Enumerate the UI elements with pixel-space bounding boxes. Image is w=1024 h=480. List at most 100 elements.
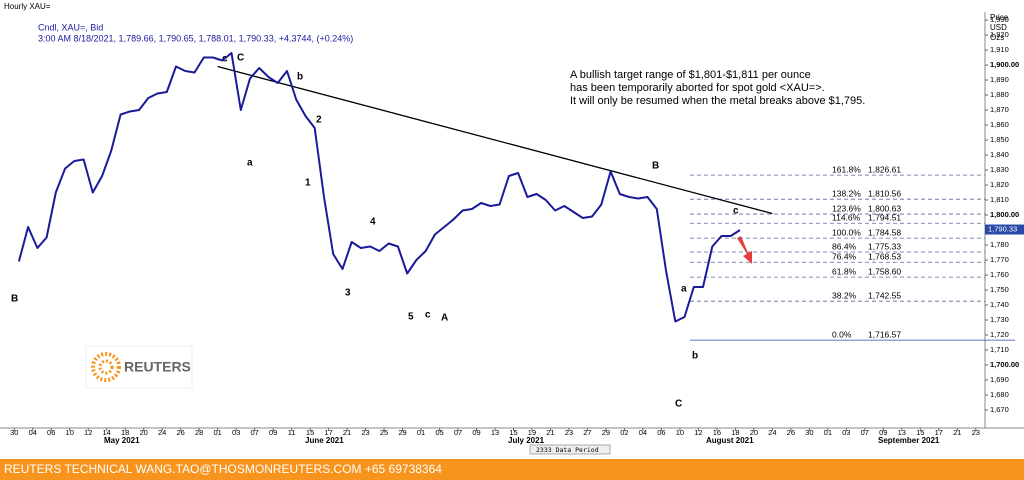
month-label: September 2021 (878, 436, 940, 445)
note: It will only be resumed when the metal b… (570, 95, 865, 107)
fib-value: 1,775.33 (868, 241, 901, 251)
x-tick-label: 09 (269, 428, 277, 437)
x-tick-label: 27 (583, 428, 591, 437)
x-tick-label: 06 (657, 428, 665, 437)
x-tick-label: 01 (824, 428, 832, 437)
fib-value: 1,826.61 (868, 164, 901, 174)
x-tick-label: 12 (84, 428, 92, 437)
x-tick-label: 16 (713, 428, 721, 437)
note: has been temporarily aborted for spot go… (570, 82, 825, 94)
x-tick-label: 04 (29, 428, 37, 437)
x-tick-label: 26 (176, 428, 184, 437)
data-period: 2333 Data Period (536, 446, 599, 454)
x-tick-label: 03 (842, 428, 850, 437)
y-tick-label: 1,770 (990, 255, 1009, 264)
logo-text: REUTERS (124, 359, 191, 375)
y-tick-label: 1,740 (990, 300, 1009, 309)
fib-label: 114.6% (832, 213, 861, 223)
fib-value: 1,810.56 (868, 188, 901, 198)
x-tick-label: 24 (768, 428, 776, 437)
y-tick-label: 1,810 (990, 195, 1009, 204)
logo-box (85, 345, 193, 389)
x-tick-label: 07 (861, 428, 869, 437)
wave-label: B (652, 161, 659, 172)
reuters-logo: REUTERS (85, 345, 193, 389)
x-tick-label: 09 (472, 428, 480, 437)
x-tick-label: 19 (528, 428, 536, 437)
x-tick-label: 01 (213, 428, 221, 437)
last-price-label: 1,790.33 (988, 225, 1017, 234)
month-label: August 2021 (706, 436, 754, 445)
x-tick-label: 30 (10, 428, 18, 437)
logo-mark (91, 352, 121, 382)
wave-label: B (11, 294, 18, 305)
wave-label: b (297, 72, 303, 83)
y-axis-label: Ozs (990, 33, 1004, 42)
footer-bar (0, 459, 1024, 480)
fib-label: 161.8% (832, 164, 861, 174)
x-tick-label: 25 (380, 428, 388, 437)
wave-label: C (675, 399, 682, 410)
x-tick-label: 13 (898, 428, 906, 437)
chart-title: Hourly XAU= (4, 2, 51, 11)
y-tick-label: 1,670 (990, 405, 1009, 414)
month-label: July 2021 (508, 436, 545, 445)
y-tick-label: 1,800.00 (990, 210, 1019, 219)
x-tick-label: 01 (417, 428, 425, 437)
y-tick-label: 1,710 (990, 345, 1009, 354)
x-tick-label: 15 (306, 428, 314, 437)
quote: 3:00 AM 8/18/2021, 1,789.66, 1,790.65, 1… (38, 33, 353, 43)
y-tick-label: 1,700.00 (990, 360, 1019, 369)
fib-label: 0.0% (832, 329, 852, 339)
month-label: June 2021 (305, 436, 344, 445)
y-tick-label: 1,920 (990, 30, 1009, 39)
fib-label: 100.0% (832, 227, 861, 237)
y-tick-label: 1,750 (990, 285, 1009, 294)
y-tick-label: 1,720 (990, 330, 1009, 339)
y-tick-label: 1,910 (990, 45, 1009, 54)
x-tick-label: 18 (121, 428, 129, 437)
x-tick-label: 15 (916, 428, 924, 437)
y-tick-label: 1,890 (990, 75, 1009, 84)
x-tick-label: 10 (676, 428, 684, 437)
x-tick-label: 18 (731, 428, 739, 437)
x-tick-label: 07 (250, 428, 258, 437)
wave-label: c (425, 310, 431, 321)
y-tick-label: 1,840 (990, 150, 1009, 159)
wave-label: 5 (408, 312, 414, 323)
x-tick-label: 06 (47, 428, 55, 437)
x-tick-label: 24 (158, 428, 166, 437)
x-tick-label: 20 (750, 428, 758, 437)
x-tick-label: 30 (805, 428, 813, 437)
y-tick-label: 1,930 (990, 15, 1009, 24)
x-tick-label: 29 (602, 428, 610, 437)
fib-value: 1,800.63 (868, 203, 901, 213)
fib-label: 86.4% (832, 241, 857, 251)
note: A bullish target range of $1,801-$1,811 … (570, 69, 811, 81)
y-axis-label: Price (990, 13, 1009, 22)
data-period-box (529, 444, 611, 455)
fib-label: 138.2% (832, 188, 861, 198)
x-tick-label: 11 (288, 428, 296, 437)
fib-value: 1,716.57 (868, 329, 901, 339)
fib-label: 38.2% (832, 290, 857, 300)
wave-label: 3 (345, 288, 351, 299)
x-tick-label: 28 (195, 428, 203, 437)
x-tick-label: 21 (343, 428, 351, 437)
wave-label: 2 (316, 115, 322, 126)
x-tick-label: 21 (546, 428, 554, 437)
x-tick-label: 14 (103, 428, 111, 437)
wave-label: A (441, 313, 448, 324)
y-tick-label: 1,850 (990, 135, 1009, 144)
y-tick-label: 1,680 (990, 390, 1009, 399)
x-tick-label: 26 (787, 428, 795, 437)
x-tick-label: 12 (694, 428, 702, 437)
x-tick-label: 15 (509, 428, 517, 437)
fib-label: 61.8% (832, 266, 857, 276)
fib-value: 1,794.51 (868, 213, 901, 223)
fib-label: 123.6% (832, 203, 861, 213)
y-tick-label: 1,780 (990, 240, 1009, 249)
x-tick-label: 23 (361, 428, 369, 437)
wave-label: a (247, 158, 253, 169)
